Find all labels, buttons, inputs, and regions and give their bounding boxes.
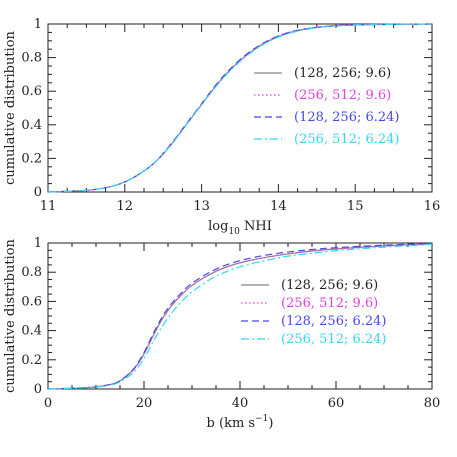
y-tick-label: 0.8: [21, 265, 42, 280]
series-line-2: [47, 23, 433, 193]
x-tick-label: 40: [232, 396, 249, 411]
y-tick-label: 1: [34, 236, 42, 251]
chart-b-distribution: 0 20 40 60 80 0 0.2 0.4 0.6 0.8 1 cumulative distri…: [3, 236, 440, 431]
x-tick-label: 11: [40, 199, 57, 214]
legend-label: (128, 256; 9.6): [281, 278, 378, 293]
y-tick-label: 0.6: [21, 84, 42, 99]
y-tick-label: 0: [34, 382, 42, 397]
y-tick-label: 0.4: [21, 324, 42, 339]
y-tick-label: 0.2: [21, 151, 42, 166]
x-tick-label: 16: [424, 199, 441, 214]
y-tick-label: 1: [34, 17, 42, 32]
x-tick-label: 80: [424, 396, 441, 411]
legend-label: (256, 512; 9.6): [281, 296, 378, 311]
x-tick-label: 15: [347, 199, 364, 214]
legend-label: (256, 512; 6.24): [281, 332, 387, 347]
series-line-3: [47, 23, 433, 193]
y-tick-label: 0.8: [21, 51, 42, 66]
legend-label: (128, 256; 9.6): [294, 66, 391, 81]
legend-label: (128, 256; 6.24): [281, 314, 387, 329]
legend-label: (128, 256; 6.24): [294, 110, 400, 125]
x-tick-label: 0: [44, 396, 52, 411]
x-tick-label: 20: [136, 396, 153, 411]
x-tick-label: 13: [193, 199, 210, 214]
x-tick-label: 14: [270, 199, 287, 214]
legend-label: (256, 512; 9.6): [294, 88, 391, 103]
x-tick-label: 12: [117, 199, 134, 214]
x-tick-label: 60: [328, 396, 345, 411]
series-line-2: [47, 243, 433, 390]
series-line-4: [47, 243, 433, 390]
plot-frame: [47, 23, 433, 193]
series-line-1: [47, 23, 433, 193]
y-tick-label: 0.6: [21, 294, 42, 309]
series-line-3: [47, 242, 433, 390]
chart-nhi-distribution: 11 12 13 14 15 16 0 0.2 0.4 0.6 0.8 1 cumulative dis…: [3, 17, 440, 237]
y-axis-label: cumulative distribution: [3, 238, 18, 392]
x-axis-label: b (km s−1): [207, 414, 274, 431]
y-tick-label: 0.2: [21, 353, 42, 368]
x-axis-label: log10 NHI: [208, 219, 272, 237]
y-axis-label: cumulative distribution: [3, 30, 18, 184]
y-tick-label: 0.4: [21, 118, 42, 133]
legend-label: (256, 512; 6.24): [294, 132, 400, 147]
series-line-4: [47, 23, 433, 193]
y-tick-label: 0: [34, 185, 42, 200]
